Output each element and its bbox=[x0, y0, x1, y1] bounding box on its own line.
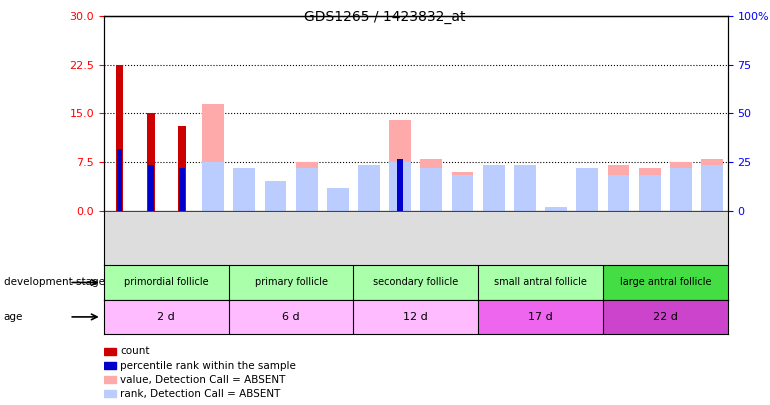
Bar bbox=[265, 181, 286, 211]
Bar bbox=[358, 165, 380, 211]
Bar bbox=[514, 165, 536, 211]
Bar bbox=[178, 126, 186, 211]
Bar bbox=[179, 168, 185, 211]
Bar bbox=[670, 168, 691, 211]
Text: primordial follicle: primordial follicle bbox=[124, 277, 209, 288]
Text: small antral follicle: small antral follicle bbox=[494, 277, 587, 288]
Bar bbox=[104, 348, 115, 355]
Text: 2 d: 2 d bbox=[157, 312, 176, 322]
Bar bbox=[390, 162, 411, 211]
Text: 12 d: 12 d bbox=[403, 312, 428, 322]
Bar bbox=[104, 300, 229, 334]
Bar bbox=[203, 104, 224, 211]
Bar bbox=[147, 113, 155, 211]
Bar bbox=[203, 162, 224, 211]
Bar bbox=[514, 165, 536, 211]
Bar bbox=[483, 165, 504, 211]
Bar bbox=[104, 362, 115, 369]
Bar bbox=[390, 120, 411, 211]
Bar bbox=[397, 159, 403, 211]
Bar bbox=[117, 149, 122, 211]
Text: 22 d: 22 d bbox=[653, 312, 678, 322]
Bar bbox=[577, 168, 598, 211]
Bar bbox=[353, 265, 478, 300]
Bar bbox=[233, 168, 255, 211]
Bar bbox=[670, 162, 691, 211]
Text: count: count bbox=[120, 346, 149, 356]
Bar bbox=[577, 168, 598, 211]
Text: development stage: development stage bbox=[4, 277, 105, 288]
Bar bbox=[104, 265, 229, 300]
Bar bbox=[296, 168, 317, 211]
Bar bbox=[701, 165, 723, 211]
Bar bbox=[420, 159, 442, 211]
Bar bbox=[104, 376, 115, 383]
Bar bbox=[478, 300, 603, 334]
Text: 6 d: 6 d bbox=[283, 312, 300, 322]
Bar bbox=[104, 390, 115, 397]
Bar bbox=[608, 175, 629, 211]
Text: age: age bbox=[4, 312, 23, 322]
Text: primary follicle: primary follicle bbox=[255, 277, 327, 288]
Bar bbox=[296, 162, 317, 211]
Bar bbox=[353, 300, 478, 334]
Bar bbox=[358, 194, 380, 211]
Bar bbox=[603, 300, 728, 334]
Bar bbox=[603, 265, 728, 300]
Text: value, Detection Call = ABSENT: value, Detection Call = ABSENT bbox=[120, 375, 286, 385]
Bar bbox=[265, 202, 286, 211]
Text: percentile rank within the sample: percentile rank within the sample bbox=[120, 360, 296, 371]
Bar bbox=[639, 168, 661, 211]
Bar bbox=[452, 172, 474, 211]
Bar bbox=[483, 165, 504, 211]
Bar bbox=[327, 188, 349, 211]
Bar bbox=[327, 194, 349, 211]
Bar bbox=[229, 265, 353, 300]
Bar bbox=[639, 175, 661, 211]
Text: large antral follicle: large antral follicle bbox=[620, 277, 711, 288]
Bar bbox=[608, 165, 629, 211]
Text: secondary follicle: secondary follicle bbox=[373, 277, 458, 288]
Text: GDS1265 / 1423832_at: GDS1265 / 1423832_at bbox=[304, 10, 466, 24]
Bar bbox=[420, 168, 442, 211]
Bar bbox=[478, 265, 603, 300]
Bar bbox=[701, 159, 723, 211]
Bar bbox=[545, 207, 567, 211]
Bar bbox=[233, 168, 255, 211]
Text: 17 d: 17 d bbox=[528, 312, 553, 322]
Text: rank, Detection Call = ABSENT: rank, Detection Call = ABSENT bbox=[120, 389, 280, 399]
Bar bbox=[116, 65, 123, 211]
Bar bbox=[452, 175, 474, 211]
Bar bbox=[229, 300, 353, 334]
Bar bbox=[148, 165, 153, 211]
